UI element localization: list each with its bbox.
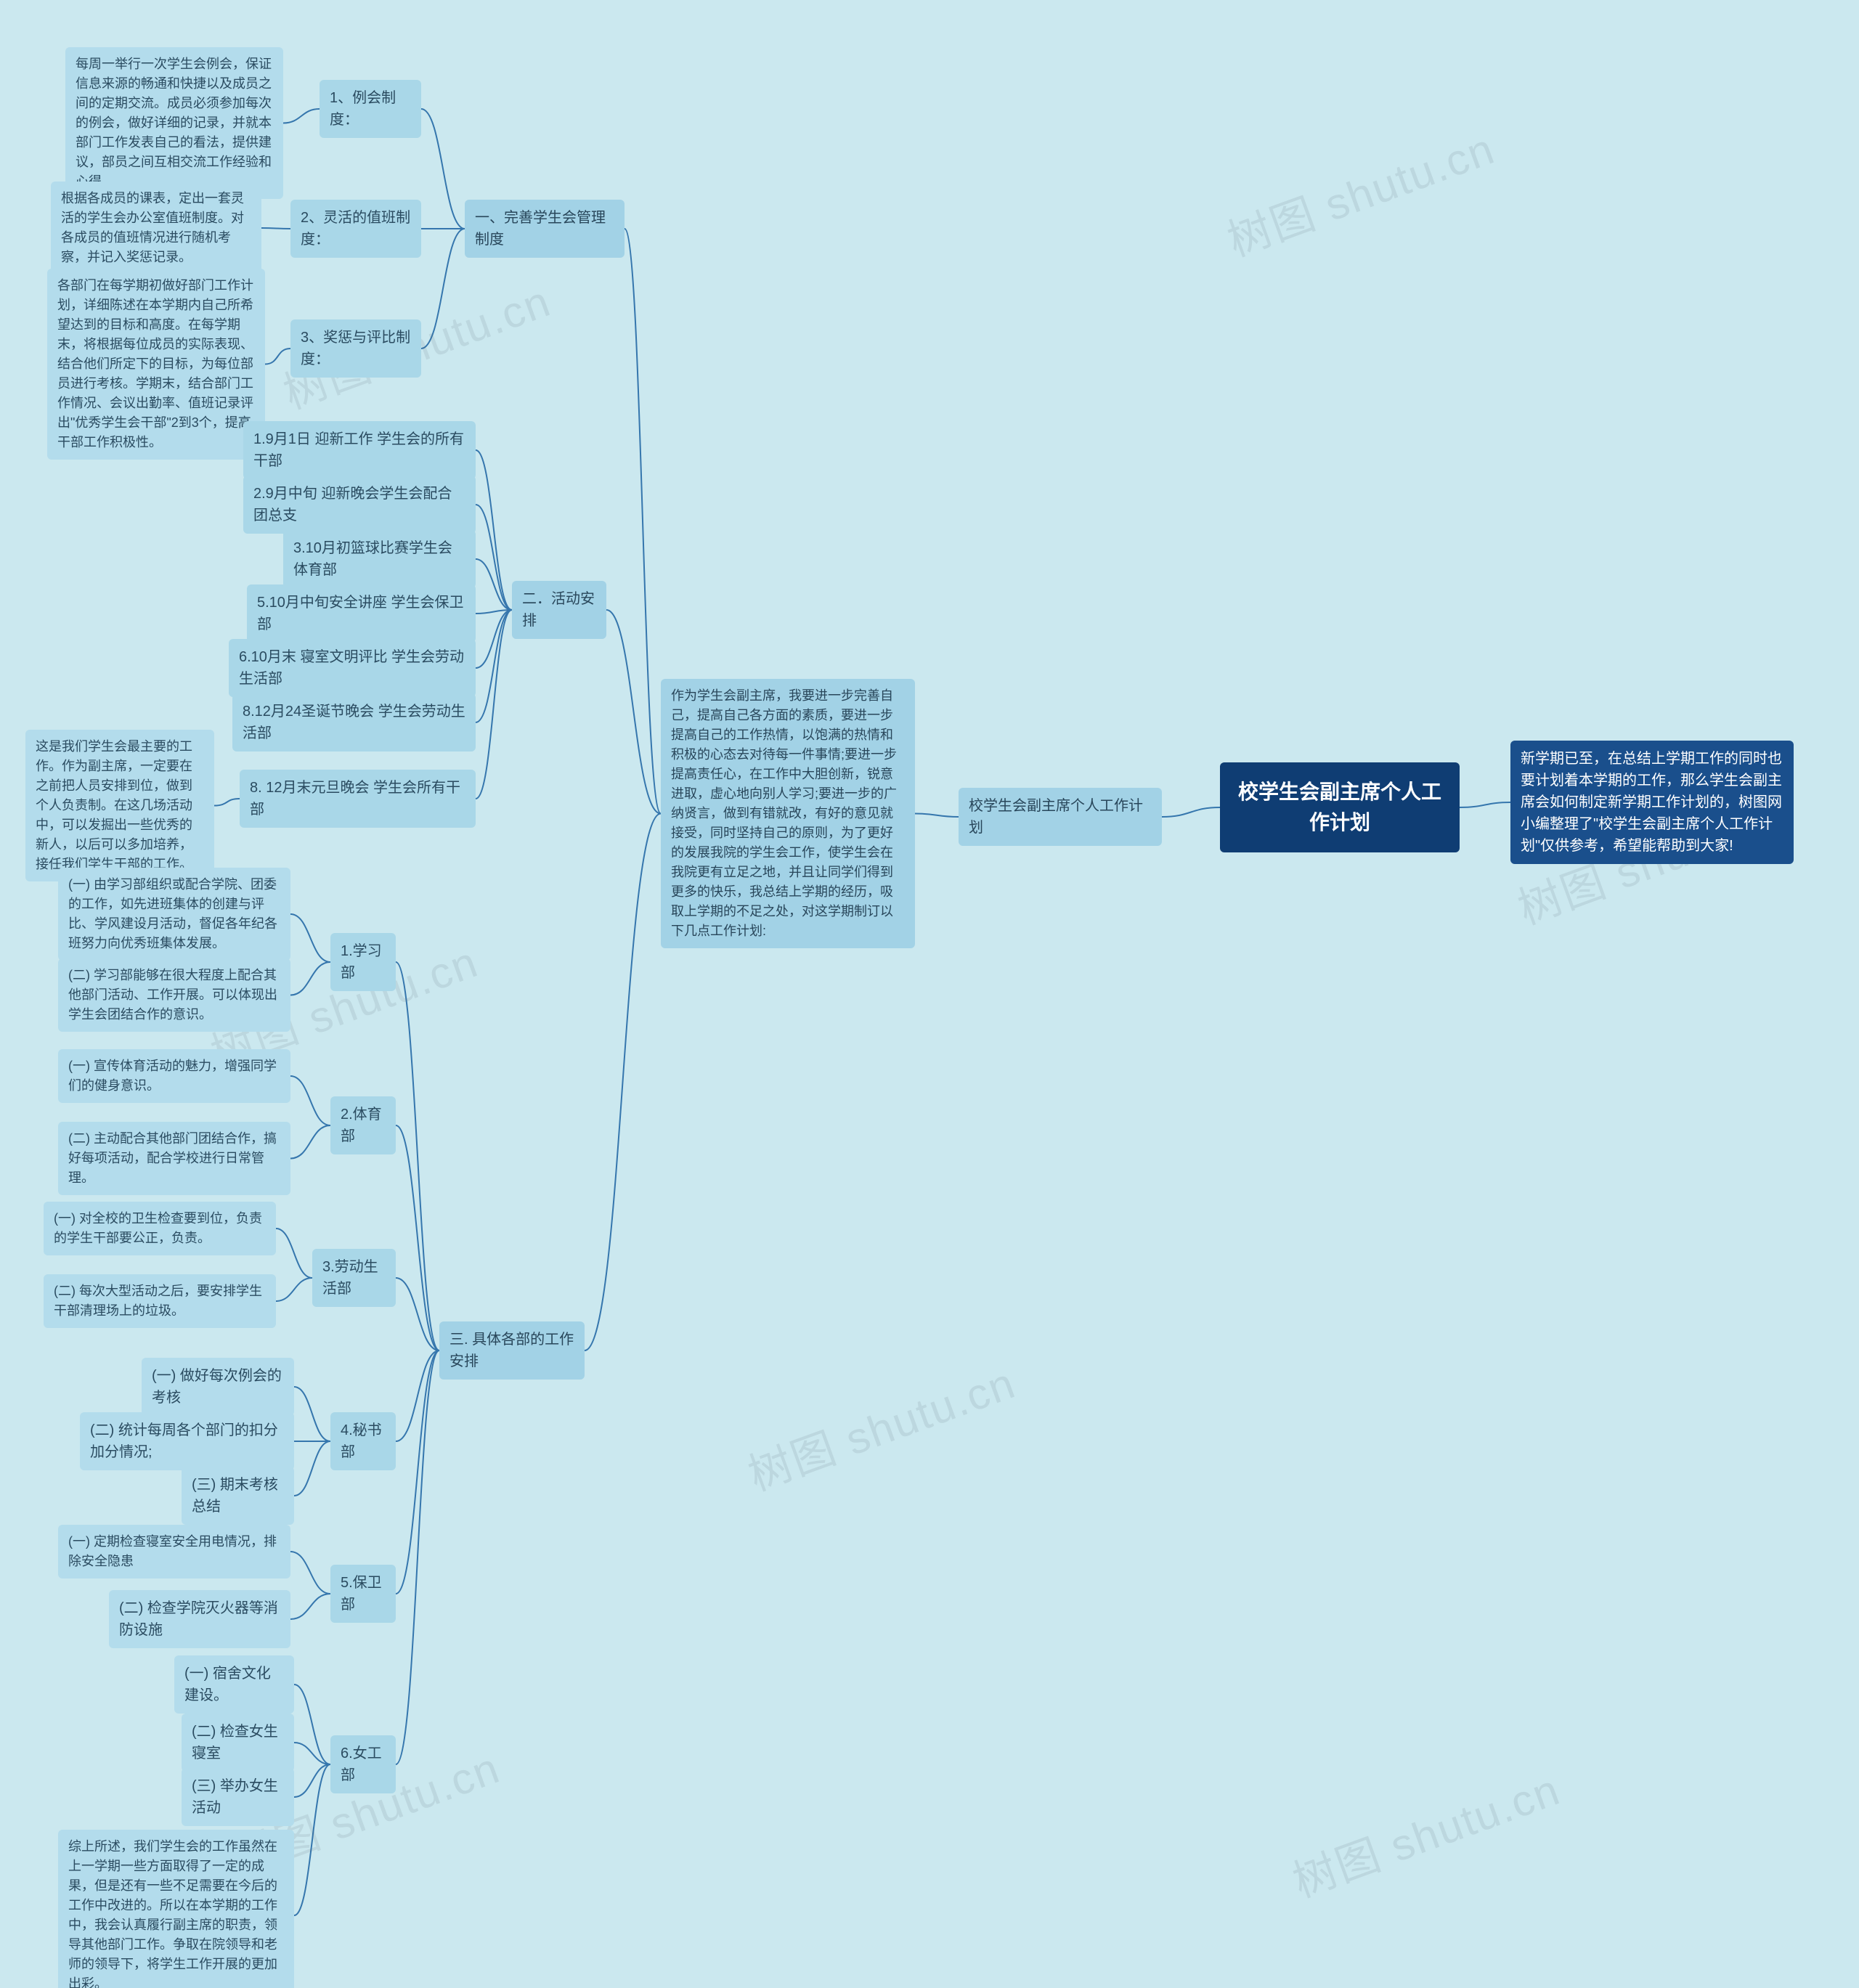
mindmap-node-b3_6d[interactable]: 综上所述，我们学生会的工作虽然在上一学期一些方面取得了一定的成果，但是还有一些不… [58,1830,294,1988]
mindmap-node-b3_6a[interactable]: (一) 宿舍文化建设。 [174,1655,294,1714]
mindmap-node-b1_3[interactable]: 3、奖惩与评比制度： [290,319,421,378]
mindmap-node-b3_6c[interactable]: (三) 举办女生活动 [182,1768,294,1826]
mindmap-node-b3_2[interactable]: 2.体育部 [330,1096,396,1154]
mindmap-node-b2_3[interactable]: 3.10月初篮球比赛学生会体育部 [283,530,476,588]
mindmap-node-b2_5[interactable]: 6.10月末 寝室文明评比 学生会劳动生活部 [229,639,476,697]
mindmap-node-b3[interactable]: 三. 具体各部的工作安排 [439,1321,585,1380]
mindmap-node-b2_4[interactable]: 5.10月中旬安全讲座 学生会保卫部 [247,584,476,643]
mindmap-node-b3_2b[interactable]: (二) 主动配合其他部门团结合作，搞好每项活动，配合学校进行日常管理。 [58,1122,290,1195]
mindmap-node-b3_5a[interactable]: (一) 定期检查寝室安全用电情况，排除安全隐患 [58,1525,290,1578]
mindmap-node-b3_3[interactable]: 3.劳动生活部 [312,1249,396,1307]
mindmap-node-b2_1[interactable]: 1.9月1日 迎新工作 学生会的所有干部 [243,421,476,479]
mindmap-node-b3_6[interactable]: 6.女工部 [330,1735,396,1793]
mindmap-node-b3_5[interactable]: 5.保卫部 [330,1565,396,1623]
mindmap-node-b2_7[interactable]: 8. 12月末元旦晚会 学生会所有干部 [240,770,476,828]
mindmap-node-b3_5b[interactable]: (二) 检查学院灭火器等消防设施 [109,1590,290,1648]
mindmap-node-b2[interactable]: 二．活动安排 [512,581,606,639]
mindmap-node-b3_2a[interactable]: (一) 宣传体育活动的魅力，增强同学们的健身意识。 [58,1049,290,1103]
mindmap-node-root[interactable]: 校学生会副主席个人工作计划 [1220,762,1460,852]
mindmap-node-b3_4c[interactable]: (三) 期末考核总结 [182,1467,294,1525]
mindmap-node-b3_1b[interactable]: (二) 学习部能够在很大程度上配合其他部门活动、工作开展。可以体现出学生会团结合… [58,958,290,1032]
mindmap-node-b3_3a[interactable]: (一) 对全校的卫生检查要到位，负责的学生干部要公正，负责。 [44,1202,276,1255]
mindmap-node-b3_1[interactable]: 1.学习部 [330,933,396,991]
mindmap-node-b2_2[interactable]: 2.9月中旬 迎新晚会学生会配合团总支 [243,476,476,534]
mindmap-node-b1_3d[interactable]: 各部门在每学期初做好部门工作计划，详细陈述在本学期内自己所希望达到的目标和高度。… [47,269,265,460]
mindmap-node-b2_6[interactable]: 8.12月24圣诞节晚会 学生会劳动生活部 [232,693,476,751]
mindmap-node-b1_1[interactable]: 1、例会制度： [320,80,421,138]
mindmap-node-b1_1d[interactable]: 每周一举行一次学生会例会，保证信息来源的畅通和快捷以及成员之间的定期交流。成员必… [65,47,283,199]
mindmap-node-b3_6b[interactable]: (二) 检查女生寝室 [182,1714,294,1772]
mindmap-node-b3_3b[interactable]: (二) 每次大型活动之后，要安排学生干部清理场上的垃圾。 [44,1274,276,1328]
mindmap-node-b3_4a[interactable]: (一) 做好每次例会的考核 [142,1358,294,1416]
mindmap-node-b1_2d[interactable]: 根据各成员的课表，定出一套灵活的学生会办公室值班制度。对各成员的值班情况进行随机… [51,182,261,274]
mindmap-node-b3_1a[interactable]: (一) 由学习部组织或配合学院、团委的工作，如先进班集体的创建与评比、学风建设月… [58,868,290,961]
mindmap-node-b3_4[interactable]: 4.秘书部 [330,1412,396,1470]
mindmap-node-title[interactable]: 校学生会副主席个人工作计划 [959,788,1162,846]
mindmap-node-b2_7d[interactable]: 这是我们学生会最主要的工作。作为副主席，一定要在之前把人员安排到位，做到个人负责… [25,730,214,881]
mindmap-node-intro[interactable]: 作为学生会副主席，我要进一步完善自己，提高自己各方面的素质，要进一步提高自己的工… [661,679,915,948]
mindmap-node-b1_2[interactable]: 2、灵活的值班制度： [290,200,421,258]
mindmap-node-b1[interactable]: 一、完善学生会管理制度 [465,200,625,258]
mindmap-node-b3_4b[interactable]: (二) 统计每周各个部门的扣分加分情况; [80,1412,294,1470]
mindmap-node-desc[interactable]: 新学期已至，在总结上学期工作的同时也要计划着本学期的工作，那么学生会副主席会如何… [1510,741,1794,864]
